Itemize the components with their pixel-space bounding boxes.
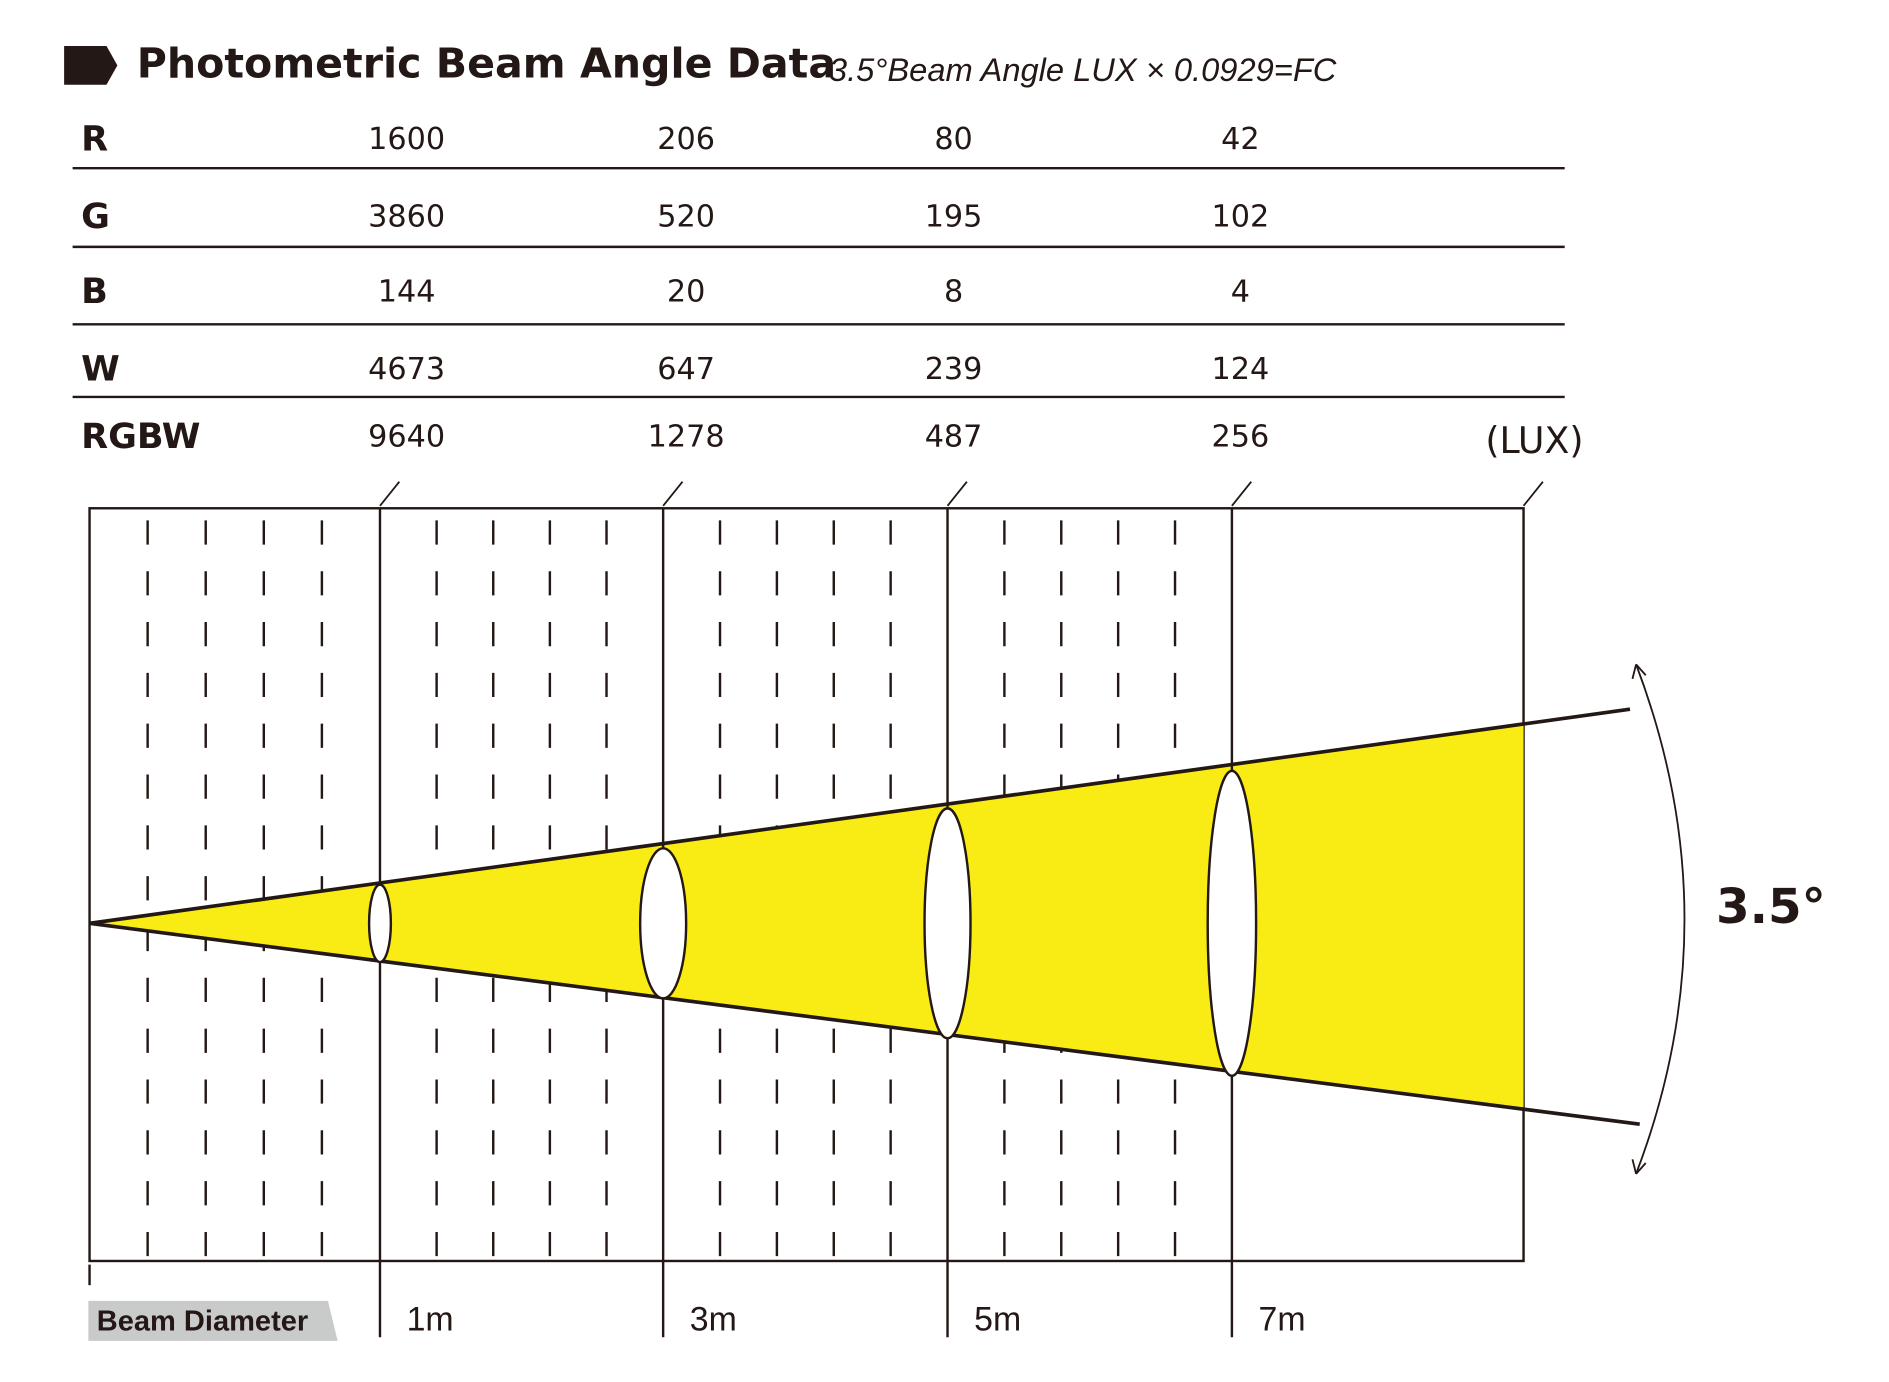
- cell: 102: [1212, 199, 1270, 234]
- cell: 80: [934, 122, 972, 157]
- cell: 3860: [368, 199, 445, 234]
- distance-label: 5m: [974, 1300, 1021, 1338]
- beam-edge: [89, 921, 1640, 1127]
- row-label: W: [81, 348, 120, 389]
- cell: 8: [944, 274, 963, 309]
- slant-tick: [1522, 481, 1544, 507]
- row-label: RGBW: [81, 416, 200, 457]
- cell: 487: [925, 420, 983, 455]
- cell: 124: [1212, 352, 1270, 387]
- arc-arrows: [1631, 663, 1647, 1175]
- cell: 42: [1221, 122, 1259, 157]
- beam-spot: [1206, 769, 1258, 1078]
- table: R 1600 206 80 42 G 3860 520 195 102 B 144 20 8 4 W 4673 6…: [72, 118, 1565, 457]
- cell: 9640: [368, 420, 445, 455]
- beam-spot: [367, 883, 393, 964]
- row-label: B: [81, 271, 108, 312]
- subtitle: 3.5°Beam Angle LUX × 0.0929=FC: [829, 51, 1337, 88]
- slant-tick: [662, 481, 684, 507]
- row-label: G: [81, 196, 110, 237]
- beam-spot: [923, 807, 972, 1040]
- beam-spot: [638, 847, 688, 1000]
- distance-label: 1m: [407, 1300, 454, 1338]
- distance-label: 7m: [1259, 1300, 1306, 1338]
- cell: 206: [657, 122, 715, 157]
- cell: 256: [1212, 420, 1270, 455]
- cell: 144: [378, 274, 436, 309]
- cell: 520: [657, 199, 715, 234]
- slant-tick: [1231, 481, 1252, 507]
- cell: 4673: [368, 352, 445, 387]
- unit: (LUX): [1485, 419, 1583, 462]
- title-icon: [64, 45, 118, 85]
- beam-edge: [89, 707, 1631, 926]
- cell: 1278: [648, 420, 725, 455]
- axis-label: Beam Diameter: [97, 1305, 308, 1337]
- beam-diagram: 3.5° Beam Diameter 1m 3m 5m 7m: [88, 481, 1826, 1341]
- cell: 20: [667, 274, 705, 309]
- cell: 195: [925, 199, 983, 234]
- cell: 647: [657, 352, 715, 387]
- beam: [89, 723, 1524, 1108]
- row-label: R: [81, 118, 108, 159]
- cell: 239: [925, 352, 983, 387]
- slant-tick: [946, 481, 968, 507]
- cell: 4: [1231, 274, 1250, 309]
- distance-label: 3m: [690, 1300, 737, 1338]
- title: Photometric Beam Angle Data: [137, 40, 836, 88]
- slant-tick: [379, 481, 401, 507]
- cell: 1600: [368, 122, 445, 157]
- angle-label: 3.5°: [1716, 879, 1826, 935]
- angle-arc: [1635, 664, 1686, 1175]
- label-bg: [88, 1300, 338, 1341]
